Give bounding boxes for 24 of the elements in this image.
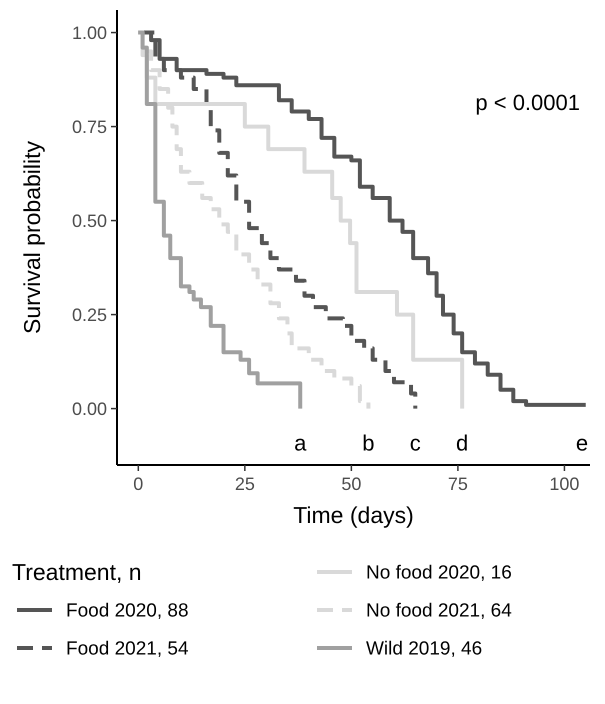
y-tick-label: 0.25 [72,304,107,325]
y-tick-label: 0.75 [72,116,107,137]
annotation: d [456,430,468,456]
annotation: p < 0.0001 [475,90,580,115]
legend-label: No food 2020, 16 [366,562,512,584]
annotation: b [362,430,375,456]
y-tick-label: 1.00 [72,22,107,43]
annotation: c [410,430,421,456]
legend-label: No food 2021, 64 [366,600,512,622]
y-tick-label: 0.50 [72,210,107,231]
annotation: a [294,430,308,456]
x-axis-title: Time (days) [293,502,414,528]
y-tick-label: 0.00 [72,398,107,419]
legend-title: Treatment, n [12,559,142,585]
x-tick-label: 75 [448,474,468,494]
x-tick-label: 25 [234,474,255,494]
legend-label: Food 2020, 88 [66,600,189,622]
x-tick-label: 100 [549,474,580,494]
legend-label: Wild 2019, 46 [366,638,482,660]
x-tick-label: 50 [341,474,362,494]
x-tick-label: 0 [133,474,144,494]
legend-label: Food 2021, 54 [66,638,189,660]
annotation: e [576,430,588,456]
y-axis-title: Survival probability [19,140,45,334]
